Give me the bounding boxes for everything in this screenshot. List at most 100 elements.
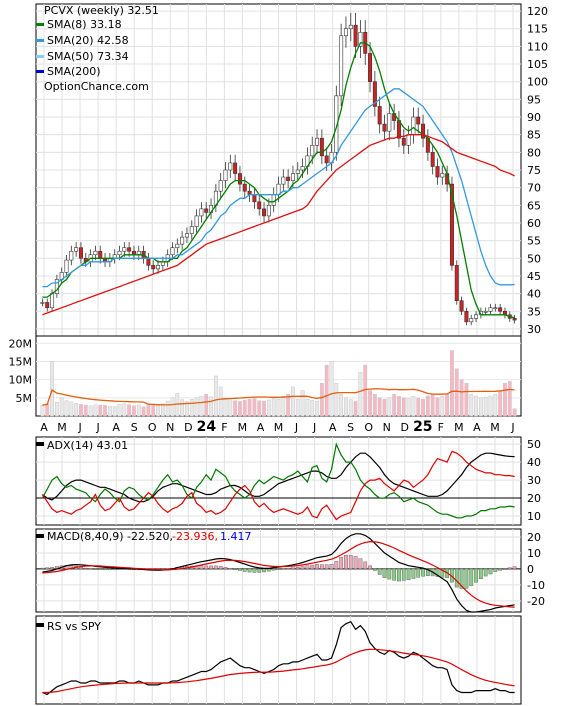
volume-bar: [209, 396, 213, 417]
volume-bar: [218, 386, 223, 417]
volume-bar: [98, 404, 103, 417]
candle-body: [69, 250, 74, 261]
macd-histogram-bar: [397, 568, 401, 582]
adx-axis-tick-label: 30: [527, 474, 541, 487]
candle-body: [290, 173, 295, 181]
candle-body: [343, 28, 348, 37]
price-axis-tick-label: 30: [527, 323, 541, 336]
volume-bar: [194, 397, 199, 417]
macd-histogram-bar: [218, 566, 223, 570]
volume-bar: [329, 361, 334, 417]
x-axis-label: 25: [413, 419, 432, 435]
macd-histogram-bar: [223, 567, 228, 570]
candle-body: [45, 302, 50, 309]
x-axis-label: A: [257, 421, 265, 434]
macd-axis-tick-label: -10: [527, 579, 545, 592]
macd-histogram-bar: [103, 568, 107, 571]
macd-histogram-bar: [88, 568, 93, 570]
macd-histogram-bar: [387, 568, 392, 580]
legend-sma50: SMA(50) 73.34: [47, 50, 129, 63]
macd-histogram-bar: [271, 568, 276, 571]
macd-histogram-bar: [79, 566, 83, 570]
chart-title: PCVX (weekly) 32.51: [44, 4, 159, 17]
macd-histogram-bar: [199, 565, 204, 570]
volume-bar: [69, 401, 74, 417]
macd-histogram-bar: [213, 565, 218, 570]
price-axis-tick-label: 70: [527, 182, 541, 195]
candle-body: [237, 173, 242, 185]
volume-bar: [252, 398, 257, 417]
macd-histogram-bar: [440, 568, 445, 578]
volume-bar: [344, 397, 348, 417]
candle-body: [440, 173, 445, 178]
volume-bar: [141, 406, 146, 417]
candle-body: [223, 169, 228, 181]
macd-histogram-bar: [329, 564, 334, 570]
macd-histogram-bar: [372, 568, 377, 571]
candle-body: [300, 166, 305, 171]
volume-bar: [401, 397, 406, 417]
rs-swatch: [36, 623, 44, 627]
watermark: OptionChance.com: [44, 80, 149, 93]
macd-histogram-bar: [416, 568, 421, 578]
volume-bar: [136, 404, 141, 417]
volume-bar: [156, 404, 160, 417]
price-axis-tick-label: 105: [527, 58, 548, 71]
candle-body: [117, 250, 122, 256]
candle-body: [218, 180, 223, 192]
candle-body: [310, 144, 315, 157]
candle-body: [281, 176, 286, 185]
candle-body: [401, 137, 406, 146]
macd-axis-tick-label: 20: [527, 531, 541, 544]
volume-bar: [238, 401, 242, 417]
macd-histogram-bar: [83, 567, 88, 570]
candle-body: [368, 53, 373, 83]
volume-bar: [291, 386, 295, 417]
macd-histogram-bar: [228, 568, 233, 570]
macd-axis-tick-label: 0: [527, 563, 534, 576]
macd-histogram-bar: [247, 568, 252, 573]
macd-histogram-bar: [353, 556, 358, 570]
x-axis-label: D: [401, 421, 409, 434]
macd-histogram-bar: [512, 566, 517, 570]
volume-bar: [339, 393, 344, 417]
volume-average-line: [42, 388, 515, 406]
adx-panel: 50 40 30 20 10: [35, 436, 541, 526]
volume-bar: [45, 403, 50, 417]
volume-bar: [507, 381, 512, 417]
candle-body: [146, 257, 151, 266]
x-axis-label: S: [347, 421, 354, 434]
volume-bar: [358, 372, 363, 417]
series-sma20: [42, 88, 515, 288]
candle-body: [50, 293, 55, 309]
volume-bar: [397, 396, 401, 417]
candle-body: [78, 247, 83, 259]
candle-body: [175, 243, 180, 249]
volume-tick-label: 10M: [9, 374, 33, 387]
macd-histogram-bar: [493, 568, 498, 572]
volume-bar: [223, 397, 228, 417]
candle-body: [358, 31, 363, 47]
macd-histogram-bar: [421, 568, 425, 577]
volume-bar: [454, 368, 459, 417]
candle-body: [421, 123, 426, 139]
x-axis-label: S: [131, 421, 138, 434]
adx-label: ADX(14) 43.01: [47, 439, 128, 452]
macd-histogram-bar: [266, 568, 271, 572]
x-axis-label: M: [490, 421, 500, 434]
x-axis-label: M: [274, 421, 284, 434]
volume-bar: [247, 399, 252, 417]
volume-bar: [406, 398, 411, 417]
volume-bar: [266, 399, 271, 417]
candle-body: [459, 300, 464, 312]
volume-bar: [271, 398, 276, 417]
price-axis-tick-label: 80: [527, 146, 541, 159]
volume-bar: [493, 393, 498, 417]
volume-bar: [377, 397, 382, 417]
candle-body: [435, 166, 440, 178]
volume-bar: [59, 397, 64, 417]
x-axis-label: M: [454, 421, 464, 434]
macd-histogram-bar: [286, 568, 291, 570]
macd-histogram-bar: [344, 555, 348, 570]
price-axis-tick-label: 60: [527, 217, 541, 230]
